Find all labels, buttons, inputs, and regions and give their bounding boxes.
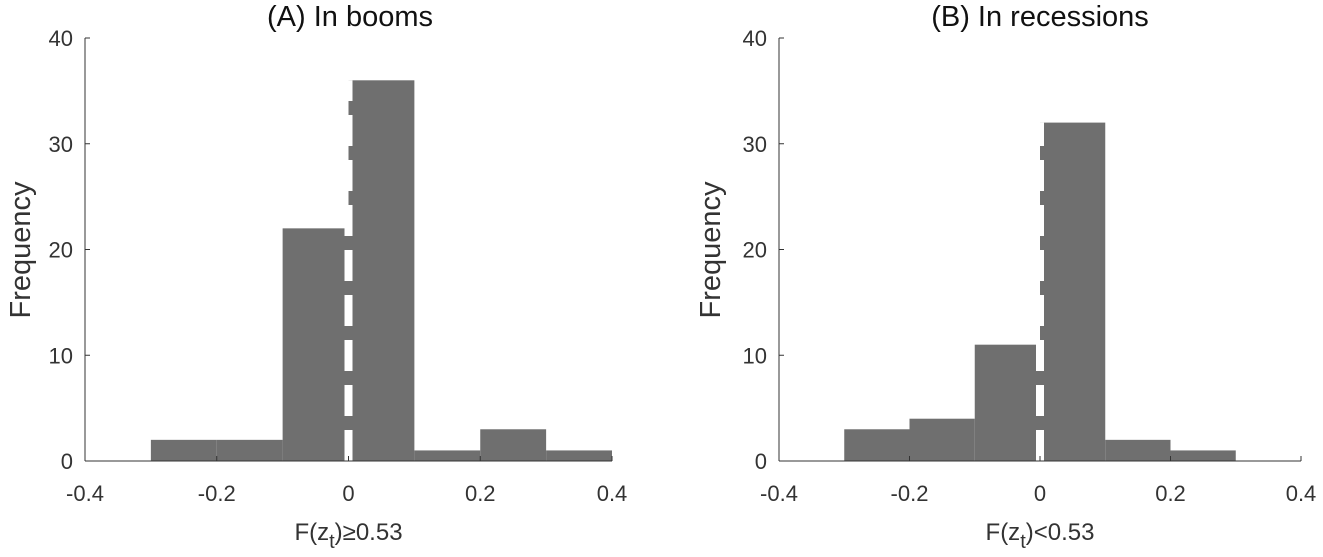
chart-title: (B) In recessions xyxy=(931,1,1149,33)
x-tick-label: 0 xyxy=(342,481,354,506)
histogram-bar xyxy=(909,418,975,461)
histogram-panel-b: 0 10 20 30 40 -0.4 -0.2 0 0.2 0.4 (B) In recession… xyxy=(695,1,1316,553)
histogram-bar xyxy=(546,450,612,461)
x-axis-label: F(zt)≥0.53 xyxy=(294,519,402,553)
x-tick-label: 0.4 xyxy=(1286,481,1317,506)
histogram-bar xyxy=(150,439,217,461)
histogram-bar xyxy=(216,439,283,461)
y-tick-label: 0 xyxy=(61,449,73,474)
histogram-bar xyxy=(282,228,349,461)
y-tick-label: 20 xyxy=(49,238,73,263)
histogram-bar xyxy=(1105,439,1171,461)
histogram-bar xyxy=(1040,122,1106,461)
y-tick-label: 0 xyxy=(755,449,767,474)
x-tick-label: 0 xyxy=(1034,481,1046,506)
histogram-panel-a: 0 10 20 30 40 -0.4 -0.2 0 0.2 0.4 (A) In booms Freq… xyxy=(5,1,627,553)
y-tick-label: 10 xyxy=(743,343,767,368)
y-axis-label: Frequency xyxy=(695,181,727,319)
y-tick-label: 40 xyxy=(49,26,73,51)
x-tick-label: 0.2 xyxy=(1155,481,1186,506)
x-tick-label: -0.4 xyxy=(760,481,798,506)
y-tick-label: 40 xyxy=(743,26,767,51)
x-tick-label: -0.2 xyxy=(198,481,236,506)
histogram-bar xyxy=(844,429,910,461)
x-tick-label: -0.4 xyxy=(66,481,104,506)
histogram-bar xyxy=(414,450,481,461)
x-axis-label: F(zt)<0.53 xyxy=(986,519,1095,553)
chart-title: (A) In booms xyxy=(267,1,433,33)
y-axis-label: Frequency xyxy=(5,181,37,319)
histogram-bar xyxy=(480,429,547,461)
histogram-bar xyxy=(348,80,415,462)
y-tick-label: 10 xyxy=(49,343,73,368)
histogram-bar xyxy=(974,344,1040,461)
x-tick-label: 0.4 xyxy=(597,481,628,506)
histogram-bar xyxy=(1170,450,1236,461)
y-tick-label: 30 xyxy=(49,132,73,157)
y-tick-label: 20 xyxy=(743,238,767,263)
y-tick-label: 30 xyxy=(743,132,767,157)
x-tick-label: -0.2 xyxy=(891,481,929,506)
x-tick-label: 0.2 xyxy=(465,481,496,506)
